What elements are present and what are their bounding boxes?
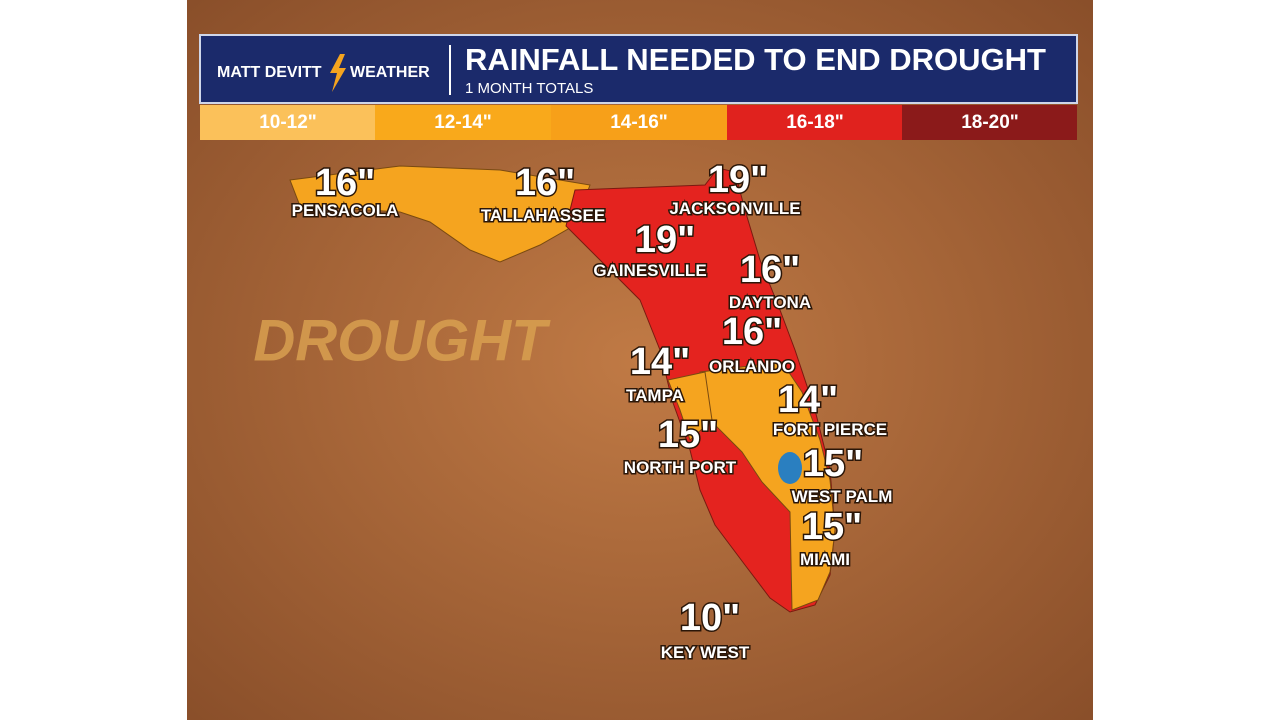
lake-okeechobee	[778, 452, 802, 484]
brand-name: MATT DEVITT	[217, 64, 322, 81]
city-amount: 14"	[630, 341, 690, 383]
city-labels: 16" PENSACOLA 16" TALLAHASSEE 19" JACKSO…	[290, 158, 894, 664]
city-name: FORT PIERCE	[773, 420, 887, 439]
legend-swatch	[727, 105, 902, 140]
legend-label: 18-20"	[961, 112, 1019, 133]
city-amount: 16"	[515, 162, 575, 204]
city-name: PENSACOLA	[292, 201, 399, 220]
legend-label: 16-18"	[786, 112, 844, 133]
bolt-icon	[330, 54, 346, 92]
city-amount: 15"	[802, 506, 862, 548]
city-amount: 16"	[722, 311, 782, 353]
city-name: MIAMI	[800, 550, 850, 569]
florida-map	[289, 165, 836, 613]
city-amount: 16"	[740, 249, 800, 291]
city-amount: 15"	[658, 414, 718, 456]
city-name: DAYTONA	[729, 293, 811, 312]
brand-suffix: WEATHER	[350, 64, 430, 81]
tampa-region	[667, 371, 713, 441]
header-bar	[199, 34, 1078, 104]
city-amount: 10"	[680, 597, 740, 639]
legend-swatch	[200, 105, 375, 140]
city-name: NORTH PORT	[624, 458, 737, 477]
city-name: ORLANDO	[709, 357, 795, 376]
legend-swatch	[375, 105, 551, 140]
legend: 10-12" 12-14" 14-16" 16-18" 18-20"	[200, 105, 1077, 140]
city-name: TAMPA	[626, 386, 684, 405]
legend-swatch	[902, 105, 1077, 140]
city-amount: 19"	[708, 159, 768, 201]
city-amount: 14"	[778, 379, 838, 421]
city-name: KEY WEST	[661, 643, 750, 662]
city-name: JACKSONVILLE	[669, 199, 800, 218]
city-name: WEST PALM	[792, 487, 893, 506]
southeast-region	[699, 361, 836, 611]
legend-swatch	[551, 105, 727, 140]
city-amount: 15"	[803, 443, 863, 485]
legend-label: 14-16"	[610, 112, 668, 133]
city-amount: 19"	[635, 219, 695, 261]
city-name: GAINESVILLE	[593, 261, 706, 280]
legend-label: 10-12"	[259, 112, 317, 133]
title: RAINFALL NEEDED TO END DROUGHT	[465, 42, 1046, 77]
city-name: TALLAHASSEE	[481, 206, 605, 225]
subtitle: 1 MONTH TOTALS	[465, 80, 593, 97]
city-amount: 16"	[315, 162, 375, 204]
legend-label: 12-14"	[434, 112, 492, 133]
panhandle-region	[289, 165, 591, 263]
watermark: DROUGHT	[253, 308, 551, 373]
